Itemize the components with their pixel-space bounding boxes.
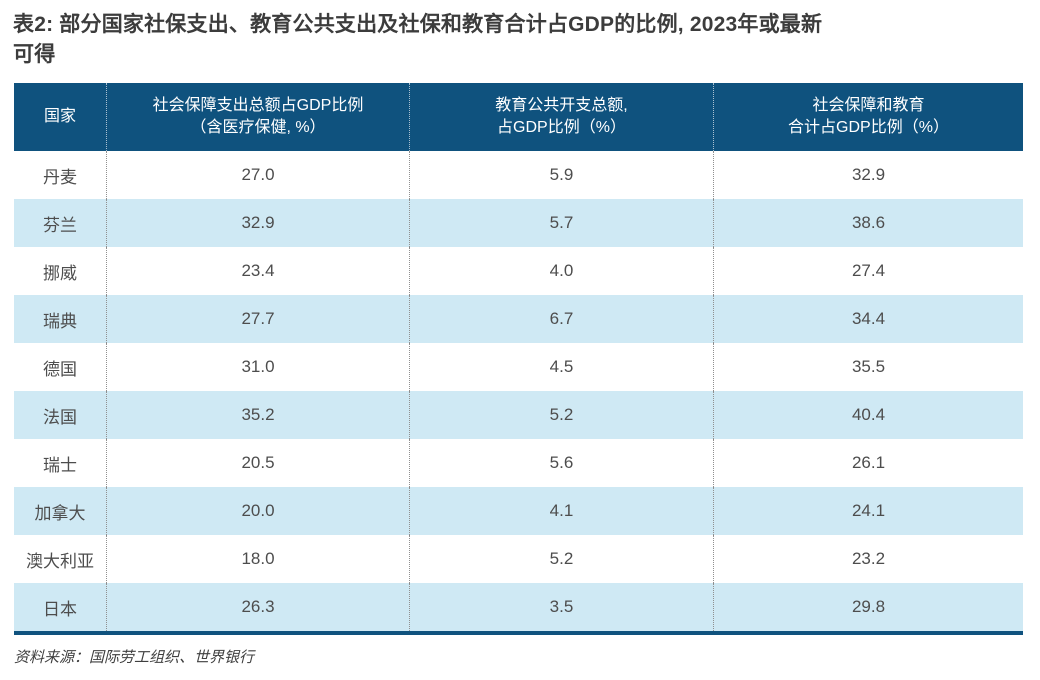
col-header-social-security-line1: 社会保障支出总额占GDP比例 xyxy=(152,97,364,114)
col-header-social-security-line2: （含医疗保健, %） xyxy=(190,119,326,136)
table-title: 表2: 部分国家社保支出、教育公共支出及社保和教育合计占GDP的比例, 2023… xyxy=(13,10,1027,70)
cell-social-security: 26.3 xyxy=(106,583,409,631)
cell-country: 法国 xyxy=(43,407,77,427)
cell-combined: 29.8 xyxy=(713,583,1023,631)
cell-combined: 24.1 xyxy=(713,487,1023,535)
cell-education: 5.2 xyxy=(409,535,713,583)
cell-education: 4.0 xyxy=(409,247,713,295)
col-header-social-security: 社会保障支出总额占GDP比例 （含医疗保健, %） xyxy=(106,83,409,151)
cell-social-security: 32.9 xyxy=(106,199,409,247)
table-row: 瑞典 27.7 6.7 34.4 xyxy=(14,295,1023,343)
data-table: 国家 社会保障支出总额占GDP比例 （含医疗保健, %） 教育公共开支总额, 占… xyxy=(14,83,1023,635)
cell-country: 瑞士 xyxy=(43,455,77,475)
cell-education: 3.5 xyxy=(409,583,713,631)
table-row: 德国 31.0 4.5 35.5 xyxy=(14,343,1023,391)
table-title-line2: 可得 xyxy=(13,43,56,66)
cell-combined: 40.4 xyxy=(713,391,1023,439)
table-title-line1: 表2: 部分国家社保支出、教育公共支出及社保和教育合计占GDP的比例, 2023… xyxy=(13,13,823,36)
table-header-row: 国家 社会保障支出总额占GDP比例 （含医疗保健, %） 教育公共开支总额, 占… xyxy=(14,83,1023,151)
col-header-education-line2: 占GDP比例（%） xyxy=(497,119,626,136)
cell-education: 4.5 xyxy=(409,343,713,391)
col-header-combined-line1: 社会保障和教育 xyxy=(812,97,925,114)
cell-combined: 38.6 xyxy=(713,199,1023,247)
col-header-combined: 社会保障和教育 合计占GDP比例（%） xyxy=(713,83,1023,151)
cell-country: 挪威 xyxy=(43,263,77,283)
cell-country: 德国 xyxy=(43,359,77,379)
cell-education: 4.1 xyxy=(409,487,713,535)
cell-education: 6.7 xyxy=(409,295,713,343)
cell-social-security: 18.0 xyxy=(106,535,409,583)
col-header-education-line1: 教育公共开支总额, xyxy=(495,97,628,114)
cell-education: 5.6 xyxy=(409,439,713,487)
cell-country: 日本 xyxy=(43,599,77,619)
table-row: 澳大利亚 18.0 5.2 23.2 xyxy=(14,535,1023,583)
cell-social-security: 35.2 xyxy=(106,391,409,439)
cell-country: 澳大利亚 xyxy=(26,551,94,571)
col-header-combined-line2: 合计占GDP比例（%） xyxy=(788,119,949,136)
cell-education: 5.2 xyxy=(409,391,713,439)
cell-combined: 26.1 xyxy=(713,439,1023,487)
table-row: 挪威 23.4 4.0 27.4 xyxy=(14,247,1023,295)
cell-education: 5.7 xyxy=(409,199,713,247)
table-row: 丹麦 27.0 5.9 32.9 xyxy=(14,151,1023,199)
cell-social-security: 27.7 xyxy=(106,295,409,343)
col-header-country-label: 国家 xyxy=(43,108,76,125)
cell-combined: 32.9 xyxy=(713,151,1023,199)
source-note: 资料来源：国际劳工组织、世界银行 xyxy=(14,649,255,666)
table-body: 丹麦 27.0 5.9 32.9 芬兰 32.9 5.7 38.6 挪威 23.… xyxy=(14,151,1023,631)
cell-combined: 35.5 xyxy=(713,343,1023,391)
cell-country: 加拿大 xyxy=(34,503,86,523)
cell-social-security: 31.0 xyxy=(106,343,409,391)
cell-education: 5.9 xyxy=(409,151,713,199)
cell-social-security: 20.5 xyxy=(106,439,409,487)
cell-country: 丹麦 xyxy=(43,167,77,187)
table-row: 芬兰 32.9 5.7 38.6 xyxy=(14,199,1023,247)
table-row: 日本 26.3 3.5 29.8 xyxy=(14,583,1023,631)
cell-combined: 27.4 xyxy=(713,247,1023,295)
table-row: 瑞士 20.5 5.6 26.1 xyxy=(14,439,1023,487)
table-row: 法国 35.2 5.2 40.4 xyxy=(14,391,1023,439)
table-row: 加拿大 20.0 4.1 24.1 xyxy=(14,487,1023,535)
cell-social-security: 27.0 xyxy=(106,151,409,199)
cell-country: 芬兰 xyxy=(43,215,77,235)
cell-country: 瑞典 xyxy=(43,311,77,331)
col-header-education: 教育公共开支总额, 占GDP比例（%） xyxy=(409,83,713,151)
col-header-country: 国家 xyxy=(14,83,106,151)
cell-social-security: 23.4 xyxy=(106,247,409,295)
cell-combined: 23.2 xyxy=(713,535,1023,583)
cell-combined: 34.4 xyxy=(713,295,1023,343)
cell-social-security: 20.0 xyxy=(106,487,409,535)
